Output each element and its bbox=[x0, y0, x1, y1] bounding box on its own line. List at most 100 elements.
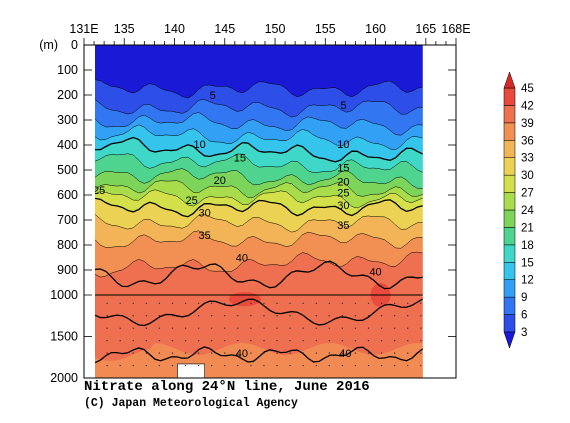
sample-dot bbox=[158, 364, 161, 367]
sample-dot bbox=[315, 315, 317, 317]
sample-dot bbox=[420, 339, 422, 342]
contour-lines bbox=[95, 79, 424, 367]
sample-dot bbox=[237, 302, 239, 304]
sample-dot bbox=[367, 315, 370, 317]
colorbar-band bbox=[503, 140, 516, 158]
colorbar-extend-min bbox=[503, 331, 516, 349]
sample-dot bbox=[420, 364, 422, 367]
x-tick-label: 150 bbox=[265, 22, 286, 36]
contour-label: 10 bbox=[337, 139, 349, 151]
sample-dot bbox=[145, 302, 148, 304]
contour-label: 40 bbox=[339, 348, 351, 360]
sample-dot bbox=[132, 339, 134, 342]
sample-dot bbox=[393, 339, 396, 342]
contour-label: 15 bbox=[234, 153, 246, 165]
sample-dot bbox=[106, 364, 108, 367]
sample-dot bbox=[197, 302, 200, 304]
colorbar-label: 45 bbox=[521, 83, 534, 95]
x-tick-label: 140 bbox=[164, 22, 185, 36]
contour-label: 15 bbox=[337, 163, 349, 175]
sample-dot bbox=[171, 364, 174, 367]
sample-dot bbox=[171, 327, 174, 329]
colorbar-band bbox=[503, 296, 516, 315]
sample-dot bbox=[119, 339, 121, 342]
colorbar-label: 27 bbox=[521, 188, 534, 200]
contour-18 bbox=[95, 153, 423, 174]
contour-6 bbox=[95, 99, 423, 118]
sample-dot bbox=[250, 315, 252, 317]
sample-dot bbox=[367, 364, 370, 367]
contour-label: 20 bbox=[214, 175, 226, 187]
sample-dot bbox=[263, 302, 265, 304]
sample-dot bbox=[354, 315, 357, 317]
sample-dot bbox=[119, 352, 121, 354]
sample-dot bbox=[132, 327, 134, 329]
colorbar-label: 36 bbox=[521, 135, 534, 147]
sample-dot bbox=[145, 364, 148, 367]
y-tick-label: 500 bbox=[57, 163, 78, 177]
colorbar-band bbox=[503, 192, 516, 211]
x-tick-label: 160 bbox=[365, 22, 386, 36]
sample-dot bbox=[263, 339, 265, 342]
sample-dot bbox=[106, 315, 108, 317]
contour-label: 5 bbox=[340, 100, 346, 112]
sample-dot bbox=[210, 327, 213, 329]
sample-dot bbox=[367, 352, 370, 354]
sample-dot bbox=[263, 364, 265, 367]
sample-dot bbox=[328, 364, 331, 367]
colorbar-band bbox=[503, 262, 516, 280]
colorbar-label: 24 bbox=[521, 205, 534, 217]
sample-dot bbox=[184, 327, 187, 329]
high-patch-west bbox=[228, 292, 261, 307]
sample-dot bbox=[302, 302, 304, 304]
sample-dot bbox=[420, 315, 422, 317]
colorbar-band bbox=[503, 157, 516, 176]
sample-dot bbox=[210, 302, 213, 304]
sample-dot bbox=[210, 315, 213, 317]
sample-dot bbox=[315, 339, 317, 342]
contour-21 bbox=[95, 168, 423, 189]
sample-dot bbox=[302, 364, 304, 367]
colorbar-label: 39 bbox=[521, 118, 534, 130]
sample-dot bbox=[341, 339, 344, 342]
sample-dot bbox=[420, 327, 422, 329]
sample-dot bbox=[210, 352, 213, 354]
x-tick-label: 155 bbox=[315, 22, 336, 36]
sample-dot bbox=[289, 327, 291, 329]
sample-dot bbox=[302, 315, 304, 317]
y-tick-label: 200 bbox=[57, 88, 78, 102]
sample-dot bbox=[354, 302, 357, 304]
sample-dot bbox=[145, 327, 148, 329]
sample-dot bbox=[184, 315, 187, 317]
colorbar-label: 6 bbox=[521, 310, 527, 322]
contour-label: 40 bbox=[236, 253, 248, 265]
contour-30 bbox=[95, 197, 423, 218]
seafloor-notch bbox=[177, 363, 205, 378]
y-tick-label: 0 bbox=[71, 38, 78, 52]
sample-dot bbox=[367, 339, 370, 342]
sample-dot bbox=[132, 352, 134, 354]
contour-label: 5 bbox=[210, 90, 216, 102]
sample-dot bbox=[367, 302, 370, 304]
concentration-fill bbox=[95, 45, 423, 378]
sample-dot bbox=[237, 339, 239, 342]
sample-dot bbox=[119, 327, 121, 329]
sample-dot bbox=[224, 315, 226, 317]
sample-dot bbox=[380, 315, 383, 317]
sample-dot bbox=[407, 339, 409, 342]
y-tick-label: 900 bbox=[57, 263, 78, 277]
contour-label: 25 bbox=[93, 185, 105, 197]
contour-24 bbox=[95, 180, 423, 198]
sample-dot bbox=[184, 352, 187, 354]
y-tick-label: 2000 bbox=[50, 371, 78, 385]
contour-40-mid bbox=[95, 298, 424, 327]
colorbar-band bbox=[503, 279, 516, 298]
sample-dot bbox=[263, 315, 265, 317]
colorbar-label: 12 bbox=[521, 275, 534, 287]
sample-dot bbox=[276, 339, 278, 342]
sample-dot bbox=[250, 339, 252, 342]
sample-dot bbox=[250, 327, 252, 329]
sample-dot bbox=[328, 302, 331, 304]
